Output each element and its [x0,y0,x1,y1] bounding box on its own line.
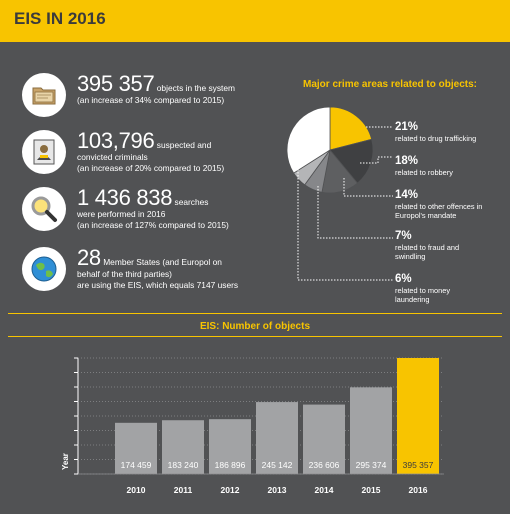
y-axis-label: Year [61,453,70,470]
x-tick-label: 2013 [268,485,287,495]
pie-slice [329,138,374,184]
bar-section-divider [8,313,502,314]
bar [256,402,298,474]
legend-percent: 7% [395,230,412,242]
stat-text: 103,796 suspected and convicted criminal… [77,130,317,173]
legend-percent: 6% [395,273,412,285]
stat-line: behalf of the third parties) [77,269,172,279]
bar-value-label: 174 459 [121,460,152,470]
bar-value-label: 395 357 [403,460,434,470]
stat-text: 28 Member States (and Europol on behalf … [77,247,317,290]
bar-value-label: 186 896 [215,460,246,470]
magnifier-icon [22,187,66,231]
stat-suffix: objects in the system [154,83,235,93]
folder-icon [22,73,66,117]
stat-line: were performed in 2016 [77,209,166,219]
pie-leader-line [297,160,393,281]
pie-legend-item: 21% related to drug trafficking [395,121,505,143]
bar [162,420,204,474]
stat-value: 103,796 [77,128,155,153]
stat-value: 28 [77,245,101,270]
header-bar: EIS IN 2016 [0,0,510,40]
pie-slice [286,106,331,174]
bar-value-label: 183 240 [168,460,199,470]
stat-text: 1 436 838 searches were performed in 201… [77,187,317,230]
stat-suffix: searches [172,197,209,207]
legend-percent: 14% [395,189,419,201]
x-tick-label: 2016 [409,485,428,495]
bar-title-divider [8,336,502,337]
stat-line: (an increase of 20% compared to 2015) [77,162,225,173]
pie-chart-title: Major crime areas related to objects: [303,79,477,90]
bar [303,404,345,474]
stat-value: 395 357 [77,71,155,96]
stat-suffix: Member States (and Europol on [100,257,222,267]
bar [397,358,439,474]
pie-leader-line [317,186,393,239]
globe-icon [22,247,66,291]
stat-text: 395 357 objects in the system (an increa… [77,73,317,106]
x-tick-label: 2015 [362,485,381,495]
pie-legend-item: 7% related to fraud and swindling [395,230,505,261]
pie-slice [329,106,373,151]
stat-line: (an increase of 127% compared to 2015) [77,219,229,230]
x-tick-label: 2011 [174,485,193,495]
bar [209,419,251,474]
stat-value: 1 436 838 [77,185,173,210]
bar-value-label: 236 606 [309,460,340,470]
pie-leader-line [343,178,393,197]
bar [115,422,157,474]
bar-chart-title: EIS: Number of objects [199,321,310,332]
bar [350,387,392,474]
pie-legend-item: 18% related to robbery [395,155,505,177]
x-tick-label: 2014 [315,485,334,495]
bar-value-label: 295 374 [356,460,387,470]
header-divider [0,40,510,42]
legend-label: related to money laundering [395,286,451,304]
legend-label: related to drug trafficking [395,134,477,143]
criminal-profile-icon [22,130,66,174]
legend-percent: 18% [395,155,419,167]
pie-leader-line [360,156,393,164]
legend-label: related to robbery [395,168,453,177]
legend-percent: 21% [395,121,419,133]
x-tick-label: 2012 [221,485,240,495]
legend-label: related to other offences in Europol's m… [395,202,483,220]
x-tick-label: 2010 [127,485,146,495]
stat-line: (an increase of 34% compared to 2015) [77,95,225,105]
bar-value-label: 245 142 [262,460,293,470]
pie-legend-item: 14% related to other offences in Europol… [395,189,505,220]
stat-line: are using the EIS, which equals 7147 use… [77,279,239,290]
legend-label: related to fraud and swindling [395,243,460,261]
stat-suffix: suspected and [154,140,212,150]
pie-legend-item: 6% related to money laundering [395,273,505,304]
stat-line: convicted criminals [77,152,148,162]
page-title: EIS IN 2016 [14,9,106,28]
